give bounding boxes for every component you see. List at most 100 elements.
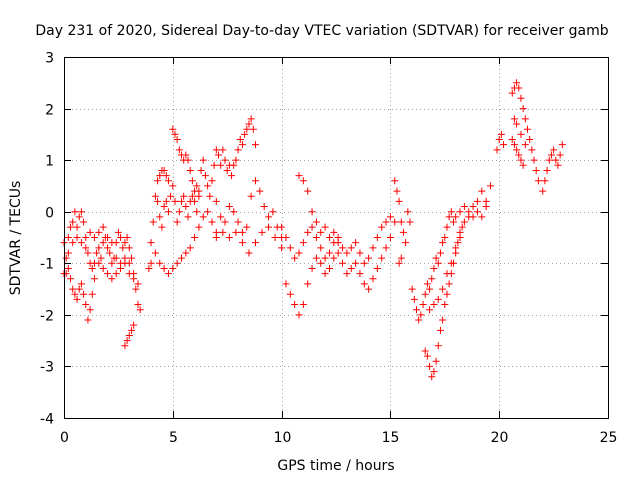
data-point (212, 146, 220, 154)
data-point (247, 192, 255, 200)
y-tick-label: 3 (45, 51, 54, 67)
plot-frame (64, 57, 609, 419)
data-point (282, 234, 290, 241)
y-tick-label: -2 (40, 309, 54, 325)
data-point (193, 182, 201, 190)
data-point (397, 218, 405, 226)
data-point (404, 208, 412, 216)
data-point (132, 285, 140, 293)
data-point (69, 218, 77, 226)
data-point (417, 311, 425, 319)
data-point (95, 244, 103, 252)
data-point (513, 79, 521, 87)
data-point (90, 275, 98, 283)
y-tick-label: -4 (40, 412, 54, 428)
data-point (497, 130, 505, 138)
data-point (130, 275, 138, 283)
data-point (125, 270, 133, 278)
data-point (500, 141, 508, 149)
data-point (430, 264, 438, 272)
data-point (508, 89, 516, 97)
data-point (386, 234, 394, 241)
data-point (510, 141, 518, 149)
data-point (304, 187, 312, 195)
data-point (421, 290, 429, 298)
data-point (291, 254, 299, 262)
data-point (352, 259, 360, 267)
data-point (530, 156, 538, 164)
data-point (243, 223, 251, 231)
data-point (186, 244, 194, 252)
data-point (325, 234, 333, 241)
data-point (428, 373, 436, 381)
data-point (360, 259, 368, 267)
y-tick-label: 2 (45, 103, 54, 119)
data-point (191, 197, 199, 205)
data-point (397, 254, 405, 262)
data-point (86, 306, 94, 314)
data-point (247, 115, 255, 123)
data-point (121, 239, 129, 247)
data-point (119, 244, 127, 252)
data-point (552, 156, 560, 164)
data-point (217, 161, 225, 169)
data-point (121, 342, 129, 350)
data-point (386, 213, 394, 221)
data-point (186, 166, 194, 174)
y-tick-label: -3 (40, 360, 54, 376)
x-tick-label: 0 (60, 430, 69, 446)
data-point (406, 218, 414, 226)
data-point (73, 234, 81, 241)
data-point (175, 208, 183, 216)
data-point (182, 249, 190, 257)
data-point (408, 285, 416, 293)
data-point (486, 182, 494, 190)
data-point (519, 105, 527, 113)
data-point (395, 197, 403, 205)
data-point (80, 290, 88, 298)
y-tick-label: 0 (45, 206, 54, 222)
data-point (104, 270, 112, 278)
data-point (238, 141, 246, 149)
data-point (558, 141, 566, 149)
data-point (352, 239, 360, 247)
data-point (458, 223, 466, 231)
data-point (171, 130, 179, 138)
data-point (147, 239, 155, 247)
data-point (97, 254, 105, 262)
data-point (134, 280, 142, 288)
data-point (77, 239, 85, 247)
data-point (219, 228, 227, 236)
data-point (104, 234, 112, 241)
x-axis-label: GPS time / hours (277, 458, 394, 474)
x-tick-label: 25 (600, 430, 618, 446)
data-point (69, 239, 77, 247)
data-point (125, 244, 133, 252)
data-point (541, 177, 549, 185)
data-point (428, 275, 436, 283)
data-point (423, 352, 431, 360)
data-point (356, 270, 364, 278)
data-point (271, 234, 279, 241)
data-point (426, 362, 434, 370)
data-point (299, 177, 307, 185)
data-point (199, 213, 207, 221)
data-point (130, 321, 138, 329)
data-point (175, 146, 183, 154)
data-point (230, 208, 238, 216)
data-point (154, 177, 162, 185)
data-point (73, 223, 81, 231)
data-point (217, 213, 225, 221)
data-point (510, 115, 518, 123)
data-point (465, 213, 473, 221)
data-point (182, 151, 190, 159)
data-point (426, 285, 434, 293)
data-point (232, 228, 240, 236)
data-point (365, 285, 373, 293)
data-point (180, 192, 188, 200)
data-point (317, 228, 325, 236)
data-point (164, 208, 172, 216)
data-point (88, 264, 96, 272)
data-point (225, 203, 233, 211)
data-point (308, 264, 316, 272)
